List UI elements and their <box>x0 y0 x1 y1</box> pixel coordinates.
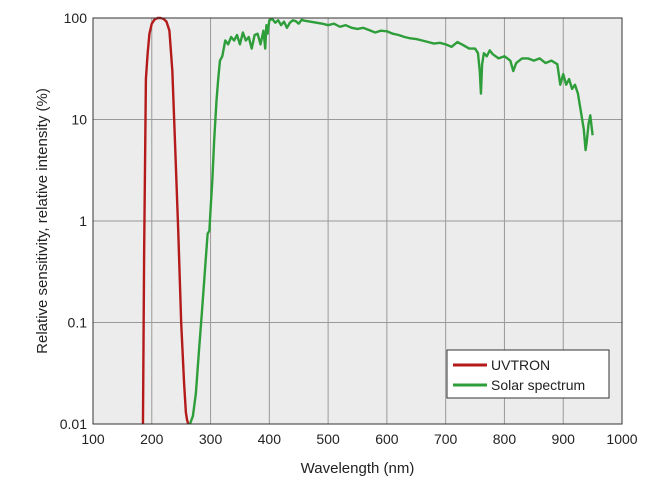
y-tick-label: 0.01 <box>60 416 87 432</box>
x-tick-label: 100 <box>81 431 105 447</box>
x-axis-title: Wavelength (nm) <box>301 460 415 477</box>
x-tick-label: 900 <box>552 431 576 447</box>
legend: UVTRON Solar spectrum <box>446 349 610 399</box>
x-tick-label: 400 <box>258 431 282 447</box>
series-line-solar-spectrum <box>188 17 594 425</box>
x-tick-label: 300 <box>199 431 223 447</box>
y-tick-labels: 0.01 0.1 1 10 100 <box>60 10 87 432</box>
y-tick-label: 0.1 <box>68 315 88 331</box>
x-tick-label: 1000 <box>606 431 637 447</box>
plot-frame <box>92 17 623 425</box>
series-line-uvtron <box>141 16 190 425</box>
legend-label: UVTRON <box>491 357 550 373</box>
x-tick-labels: 100 200 300 400 500 600 700 800 900 1000 <box>81 431 637 447</box>
legend-label: Solar spectrum <box>491 377 585 393</box>
y-tick-label: 10 <box>71 112 87 128</box>
x-tick-label: 600 <box>375 431 399 447</box>
y-tick-label: 1 <box>79 213 87 229</box>
series-group <box>141 16 594 425</box>
x-tick-label: 500 <box>316 431 340 447</box>
legend-box <box>446 349 610 399</box>
y-axis-title: Relative sensitivity, relative intensity… <box>34 88 51 354</box>
y-tick-label: 100 <box>64 10 88 26</box>
x-tick-label: 800 <box>493 431 517 447</box>
x-tick-label: 200 <box>140 431 164 447</box>
x-tick-label: 700 <box>434 431 458 447</box>
